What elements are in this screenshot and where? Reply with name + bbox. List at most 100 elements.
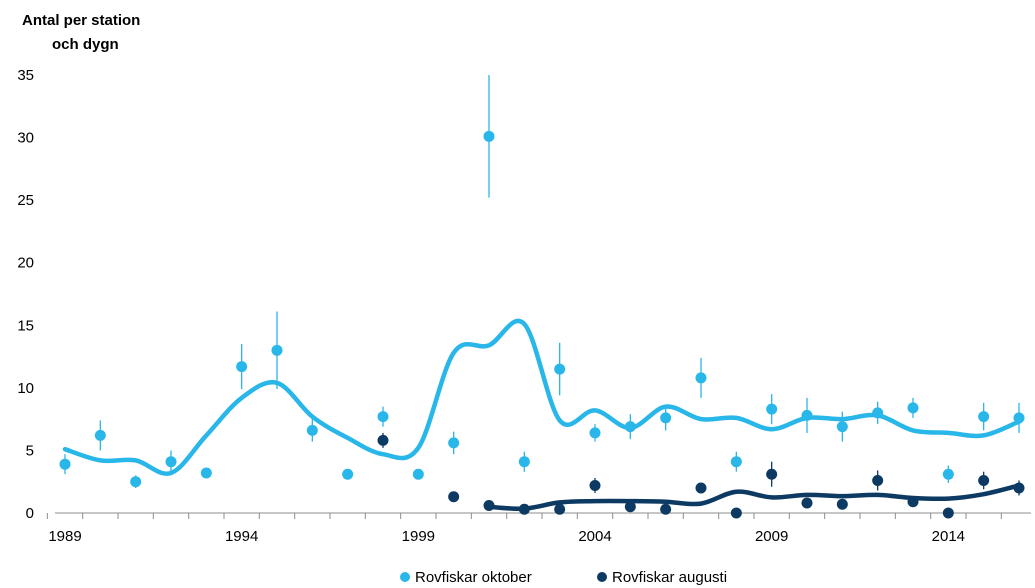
x-tick-label: 1994 xyxy=(225,528,258,545)
marker xyxy=(130,476,142,488)
y-axis-title-line-1: Antal per station xyxy=(22,12,140,29)
data-point-series-1 xyxy=(836,411,848,442)
y-tick-label: 5 xyxy=(26,442,34,459)
x-tick-label: 1989 xyxy=(48,528,81,545)
legend-item-1: Rovfiskar oktober xyxy=(400,569,532,586)
data-point-series-1 xyxy=(978,402,990,431)
x-tick-label: 2009 xyxy=(755,528,788,545)
marker xyxy=(942,507,954,519)
marker xyxy=(766,468,778,480)
marker xyxy=(377,411,389,423)
data-point-series-1 xyxy=(483,75,495,198)
marker xyxy=(483,130,495,142)
marker xyxy=(1013,412,1025,424)
data-point-series-1 xyxy=(306,419,318,442)
data-point-series-1 xyxy=(801,397,813,433)
x-tick-label: 2014 xyxy=(932,528,965,545)
marker xyxy=(907,402,919,414)
y-tick-label: 25 xyxy=(17,192,34,209)
marker xyxy=(801,497,813,509)
data-point-series-1 xyxy=(766,394,778,425)
data-point-series-2 xyxy=(448,491,460,503)
data-point-series-2 xyxy=(907,496,919,508)
marker xyxy=(624,421,636,433)
data-point-series-1 xyxy=(624,414,636,440)
marker xyxy=(907,496,919,508)
marker xyxy=(695,482,707,494)
data-point-series-1 xyxy=(59,454,71,475)
marker xyxy=(165,456,177,468)
marker xyxy=(236,361,248,373)
data-point-series-1 xyxy=(94,420,106,451)
y-tick-label: 0 xyxy=(26,505,34,522)
data-point-series-2 xyxy=(766,461,778,487)
data-points xyxy=(59,75,1025,519)
data-point-series-1 xyxy=(236,344,248,390)
marker xyxy=(978,474,990,486)
data-point-series-2 xyxy=(801,497,813,509)
y-tick-label: 20 xyxy=(17,255,34,272)
marker xyxy=(766,403,778,415)
data-point-series-2 xyxy=(872,470,884,491)
marker xyxy=(801,409,813,421)
data-point-series-1 xyxy=(448,431,460,455)
marker xyxy=(554,363,566,375)
marker xyxy=(978,411,990,423)
data-point-series-2 xyxy=(695,482,707,494)
data-point-series-2 xyxy=(589,477,601,493)
y-tick-label: 30 xyxy=(17,130,34,147)
marker xyxy=(448,491,460,503)
data-point-series-1 xyxy=(695,357,707,398)
data-point-series-2 xyxy=(377,432,389,448)
marker xyxy=(306,424,318,436)
data-point-series-1 xyxy=(165,450,177,473)
trend-line-series-1 xyxy=(62,318,1022,476)
data-point-series-2 xyxy=(978,471,990,490)
y-axis-title-line-2: och dygn xyxy=(52,36,119,53)
marker xyxy=(730,456,742,468)
data-point-series-1 xyxy=(271,311,283,390)
marker xyxy=(589,427,601,439)
marker xyxy=(660,503,672,515)
data-point-series-1 xyxy=(554,342,566,396)
data-point-series-2 xyxy=(942,507,954,519)
data-point-series-2 xyxy=(554,503,566,515)
marker xyxy=(624,501,636,513)
data-point-series-1 xyxy=(342,468,354,480)
marker xyxy=(836,498,848,510)
y-tick-label: 35 xyxy=(17,67,34,84)
legend-item-2: Rovfiskar augusti xyxy=(597,569,727,586)
marker xyxy=(59,458,71,470)
x-axis: 1989 1994 1999 2004 2009 2014 xyxy=(46,512,1031,545)
data-point-series-1 xyxy=(589,424,601,442)
data-point-series-1 xyxy=(412,468,424,480)
data-point-series-1 xyxy=(377,406,389,427)
marker xyxy=(200,467,212,479)
marker xyxy=(342,468,354,480)
marker xyxy=(942,468,954,480)
y-axis-title: Antal per station och dygn xyxy=(22,12,140,53)
trend-lines xyxy=(62,318,1022,512)
data-point-series-2 xyxy=(624,501,636,513)
marker xyxy=(872,474,884,486)
marker xyxy=(377,434,389,446)
marker xyxy=(695,372,707,384)
marker xyxy=(589,479,601,491)
x-tick-label: 1999 xyxy=(402,528,435,545)
data-point-series-1 xyxy=(730,451,742,472)
data-point-series-2 xyxy=(1013,480,1025,496)
data-point-series-1 xyxy=(1013,402,1025,433)
marker xyxy=(412,468,424,480)
data-point-series-2 xyxy=(730,507,742,519)
data-point-series-2 xyxy=(836,498,848,510)
data-point-series-1 xyxy=(907,397,919,418)
marker xyxy=(660,412,672,424)
marker xyxy=(483,499,495,511)
data-point-series-2 xyxy=(518,503,530,515)
trend-line-series-2 xyxy=(486,483,1022,512)
data-point-series-1 xyxy=(518,451,530,472)
legend: Rovfiskar oktober Rovfiskar augusti xyxy=(400,569,727,586)
marker xyxy=(94,429,106,441)
marker xyxy=(518,456,530,468)
